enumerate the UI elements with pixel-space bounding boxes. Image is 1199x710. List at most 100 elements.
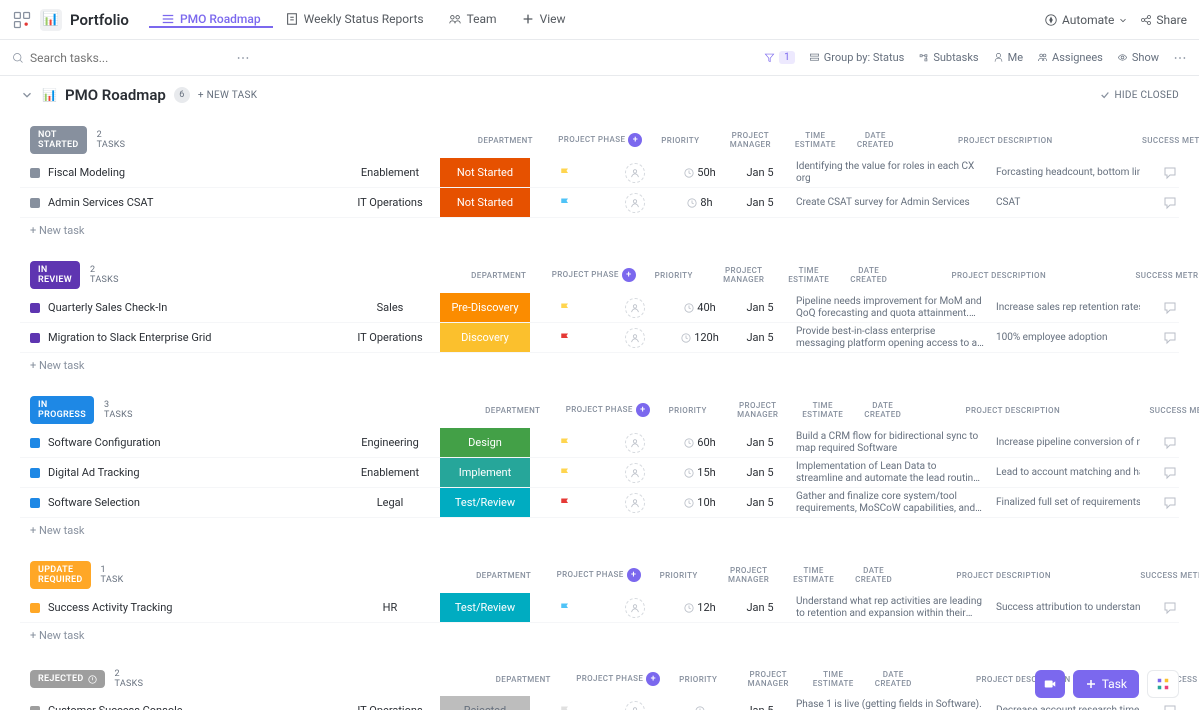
new-task-row-button[interactable]: + New task bbox=[20, 518, 1179, 543]
collapse-all-icon[interactable] bbox=[20, 88, 34, 102]
phase-cell[interactable]: Implement bbox=[440, 458, 530, 487]
time-cell[interactable]: 60h bbox=[670, 428, 730, 457]
time-cell[interactable]: 12h bbox=[670, 593, 730, 622]
metrics-cell[interactable]: Lead to account matching and handling of… bbox=[990, 458, 1140, 487]
status-square-icon[interactable] bbox=[30, 198, 40, 208]
time-cell[interactable]: 40h bbox=[670, 293, 730, 322]
time-cell[interactable]: 50h bbox=[670, 158, 730, 187]
comment-icon[interactable] bbox=[1162, 195, 1178, 211]
metrics-cell[interactable]: Finalized full set of requirements for V… bbox=[990, 488, 1140, 517]
description-cell[interactable]: Provide best-in-class enterprise messagi… bbox=[790, 323, 990, 352]
description-cell[interactable]: Pipeline needs improvement for MoM and Q… bbox=[790, 293, 990, 322]
description-cell[interactable]: Create CSAT survey for Admin Services bbox=[790, 188, 990, 217]
task-row[interactable]: Quarterly Sales Check-In Sales Pre-Disco… bbox=[20, 293, 1179, 323]
priority-flag-icon[interactable] bbox=[559, 302, 571, 314]
metrics-cell[interactable]: CSAT bbox=[990, 188, 1140, 217]
comment-icon[interactable] bbox=[1162, 600, 1178, 616]
status-square-icon[interactable] bbox=[30, 603, 40, 613]
automate-button[interactable]: Automate bbox=[1044, 13, 1128, 27]
metrics-cell[interactable]: Increase pipeline conversion of new busi… bbox=[990, 428, 1140, 457]
status-square-icon[interactable] bbox=[30, 333, 40, 343]
task-row[interactable]: Admin Services CSAT IT Operations Not St… bbox=[20, 188, 1179, 218]
add-view-button[interactable]: View bbox=[509, 12, 578, 28]
department-cell[interactable]: IT Operations bbox=[340, 696, 440, 710]
task-row[interactable]: Software Selection Legal Test/Review 10h… bbox=[20, 488, 1179, 518]
description-cell[interactable]: Implementation of Lean Data to streamlin… bbox=[790, 458, 990, 487]
status-chip[interactable]: UPDATE REQUIRED bbox=[30, 561, 91, 589]
priority-flag-icon[interactable] bbox=[559, 497, 571, 509]
search-input[interactable] bbox=[30, 51, 230, 65]
department-cell[interactable]: HR bbox=[340, 593, 440, 622]
assignee-empty-icon[interactable] bbox=[625, 163, 645, 183]
priority-flag-icon[interactable] bbox=[559, 467, 571, 479]
metrics-cell[interactable]: Decrease account research time for CSMs … bbox=[990, 696, 1140, 710]
workspace-icon[interactable]: 📊 bbox=[40, 9, 62, 31]
status-chip[interactable]: IN PROGRESS bbox=[30, 396, 94, 424]
assignees-button[interactable]: Assignees bbox=[1037, 51, 1103, 64]
comment-icon[interactable] bbox=[1162, 495, 1178, 511]
comment-icon[interactable] bbox=[1162, 435, 1178, 451]
group-by-button[interactable]: Group by: Status bbox=[809, 51, 905, 64]
phase-cell[interactable]: Not Started bbox=[440, 188, 530, 217]
tab-pmo-roadmap[interactable]: PMO Roadmap bbox=[149, 12, 273, 28]
new-task-row-button[interactable]: + New task bbox=[20, 353, 1179, 378]
new-task-row-button[interactable]: + New task bbox=[20, 218, 1179, 243]
phase-cell[interactable]: Pre-Discovery bbox=[440, 293, 530, 322]
phase-cell[interactable]: Test/Review bbox=[440, 593, 530, 622]
new-task-button[interactable]: Task bbox=[1073, 670, 1139, 698]
comment-icon[interactable] bbox=[1162, 330, 1178, 346]
priority-flag-icon[interactable] bbox=[559, 602, 571, 614]
status-square-icon[interactable] bbox=[30, 468, 40, 478]
metrics-cell[interactable]: Forcasting headcount, bottom line, CAC, … bbox=[990, 158, 1140, 187]
time-cell[interactable]: 120h bbox=[670, 323, 730, 352]
department-cell[interactable]: Sales bbox=[340, 293, 440, 322]
status-square-icon[interactable] bbox=[30, 706, 40, 710]
apps-button[interactable] bbox=[1147, 670, 1179, 698]
comment-icon[interactable] bbox=[1162, 465, 1178, 481]
description-cell[interactable]: Phase 1 is live (getting fields in Softw… bbox=[790, 696, 990, 710]
share-button[interactable]: Share bbox=[1140, 13, 1187, 27]
assignee-empty-icon[interactable] bbox=[625, 701, 645, 710]
description-cell[interactable]: Understand what rep activities are leadi… bbox=[790, 593, 990, 622]
task-row[interactable]: Digital Ad Tracking Enablement Implement… bbox=[20, 458, 1179, 488]
hide-closed-button[interactable]: HIDE CLOSED bbox=[1100, 90, 1179, 101]
assignee-empty-icon[interactable] bbox=[625, 598, 645, 618]
comment-icon[interactable] bbox=[1162, 300, 1178, 316]
search-more-icon[interactable] bbox=[236, 51, 250, 65]
task-row[interactable]: Customer Success Console IT Operations R… bbox=[20, 696, 1179, 710]
record-button[interactable] bbox=[1035, 670, 1065, 698]
phase-cell[interactable]: Test/Review bbox=[440, 488, 530, 517]
description-cell[interactable]: Gather and finalize core system/tool req… bbox=[790, 488, 990, 517]
time-cell[interactable]: 8h bbox=[670, 188, 730, 217]
description-cell[interactable]: Build a CRM flow for bidirectional sync … bbox=[790, 428, 990, 457]
department-cell[interactable]: IT Operations bbox=[340, 323, 440, 352]
department-cell[interactable]: Legal bbox=[340, 488, 440, 517]
metrics-cell[interactable]: Increase sales rep retention rates QoQ a… bbox=[990, 293, 1140, 322]
time-cell[interactable]: 15h bbox=[670, 458, 730, 487]
department-cell[interactable]: IT Operations bbox=[340, 188, 440, 217]
status-square-icon[interactable] bbox=[30, 168, 40, 178]
department-cell[interactable]: Enablement bbox=[340, 458, 440, 487]
task-row[interactable]: Success Activity Tracking HR Test/Review… bbox=[20, 593, 1179, 623]
comment-icon[interactable] bbox=[1162, 703, 1178, 710]
filter-button[interactable]: 1 bbox=[764, 51, 795, 64]
priority-flag-icon[interactable] bbox=[559, 167, 571, 179]
phase-cell[interactable]: Discovery bbox=[440, 323, 530, 352]
assignee-empty-icon[interactable] bbox=[625, 463, 645, 483]
phase-cell[interactable]: Design bbox=[440, 428, 530, 457]
subtasks-button[interactable]: Subtasks bbox=[918, 51, 978, 64]
tab-weekly-status[interactable]: Weekly Status Reports bbox=[273, 12, 436, 28]
tab-team[interactable]: Team bbox=[436, 12, 509, 28]
metrics-cell[interactable]: Success attribution to understand custom… bbox=[990, 593, 1140, 622]
status-square-icon[interactable] bbox=[30, 438, 40, 448]
toolbar-more-icon[interactable] bbox=[1173, 51, 1187, 65]
task-row[interactable]: Migration to Slack Enterprise Grid IT Op… bbox=[20, 323, 1179, 353]
department-cell[interactable]: Enablement bbox=[340, 158, 440, 187]
task-row[interactable]: Software Configuration Engineering Desig… bbox=[20, 428, 1179, 458]
assignee-empty-icon[interactable] bbox=[625, 298, 645, 318]
task-row[interactable]: Fiscal Modeling Enablement Not Started 5… bbox=[20, 158, 1179, 188]
assignee-empty-icon[interactable] bbox=[625, 328, 645, 348]
app-logo-icon[interactable] bbox=[12, 10, 32, 30]
priority-flag-icon[interactable] bbox=[559, 437, 571, 449]
new-task-row-button[interactable]: + New task bbox=[20, 623, 1179, 648]
